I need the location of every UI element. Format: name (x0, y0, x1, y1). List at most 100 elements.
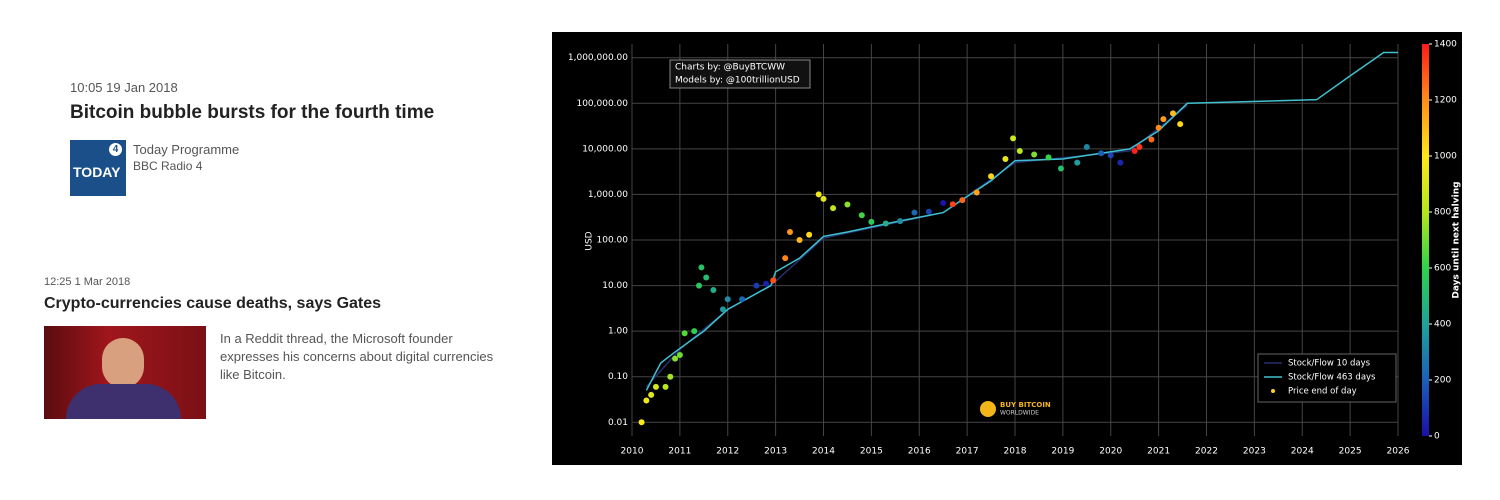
legend-box (1257, 353, 1397, 403)
news-headline[interactable]: Bitcoin bubble bursts for the fourth tim… (70, 102, 435, 123)
x-tick-label: 2013 (764, 447, 787, 457)
price-point (1148, 136, 1155, 143)
price-point (815, 191, 822, 198)
price-point (643, 397, 650, 404)
y-tick-label: 10,000.00 (582, 144, 628, 154)
price-point (667, 373, 674, 380)
price-point (830, 205, 837, 212)
price-point (796, 237, 803, 243)
x-tick-label: 2012 (716, 447, 739, 457)
price-point (786, 228, 793, 235)
x-tick-label: 2016 (908, 447, 931, 457)
sweater (66, 384, 181, 419)
programme-logo: 4 TODAY (70, 140, 126, 196)
x-tick-label: 2021 (1147, 447, 1170, 457)
price-point (988, 173, 995, 180)
price-point (1155, 124, 1162, 131)
price-point (724, 296, 731, 303)
x-tick-label: 2026 (1387, 447, 1410, 457)
price-point (1083, 143, 1090, 150)
y-tick-label: 100,000.00 (576, 99, 628, 109)
news-time: 12:25 1 Mar 2018 (44, 276, 131, 288)
y-tick-label: 10.00 (602, 281, 628, 291)
price-point (703, 274, 710, 281)
y-tick-label: 0.10 (608, 372, 628, 382)
y-tick-label: 100.00 (597, 236, 629, 246)
price-point (696, 282, 703, 289)
news-headline[interactable]: Crypto-currencies cause deaths, says Gat… (44, 295, 382, 312)
legend-label: Price end of day (1288, 387, 1357, 397)
price-point (1169, 110, 1176, 117)
price-point (882, 220, 889, 227)
price-point (770, 277, 777, 284)
colorbar-title: Days until next halving (1452, 181, 1462, 298)
price-point (648, 391, 655, 398)
price-point (1160, 116, 1167, 123)
colorbar (1422, 44, 1429, 436)
price-point (681, 330, 688, 337)
price-point (940, 199, 947, 206)
colorbar-tick-label: 1000 (1434, 152, 1457, 162)
x-tick-label: 2020 (1099, 447, 1122, 457)
x-tick-label: 2023 (1243, 447, 1266, 457)
price-point (739, 296, 746, 303)
x-tick-label: 2017 (956, 447, 979, 457)
x-tick-label: 2015 (860, 447, 883, 457)
x-tick-label: 2019 (1051, 447, 1074, 457)
price-point (1098, 150, 1105, 157)
logo-text: TODAY (73, 164, 121, 180)
annotation-box (669, 59, 811, 89)
price-point (753, 282, 760, 289)
price-point (925, 208, 932, 215)
line (645, 51, 1398, 391)
news-time: 10:05 19 Jan 2018 (70, 80, 178, 95)
x-tick-label: 2018 (1004, 447, 1027, 457)
price-point (1117, 159, 1124, 166)
y-tick-label: 1,000.00 (588, 190, 628, 200)
price-point (897, 218, 904, 225)
colorbar-tick-label: 1400 (1434, 40, 1457, 50)
price-point (1131, 147, 1138, 154)
price-point (973, 189, 980, 196)
price-point (662, 383, 669, 390)
news-image[interactable] (44, 326, 206, 419)
price-point (1010, 135, 1017, 142)
price-point (672, 355, 679, 362)
watermark: WORLDWIDE (1000, 410, 1039, 417)
watermark-logo (980, 401, 996, 417)
y-tick-label: 1.00 (608, 327, 628, 337)
y-tick-label: 1,000,000.00 (568, 53, 628, 63)
chart: Charts by: @BuyBTCWW Models by: @100tril… (552, 32, 1462, 465)
price-point (763, 280, 770, 287)
price-point (858, 212, 865, 219)
price-point (719, 306, 726, 313)
watermark: BUY BITCOIN (1000, 401, 1051, 409)
price-point (676, 351, 683, 358)
x-tick-label: 2011 (668, 447, 691, 457)
price-point (844, 201, 851, 208)
price-point (1045, 154, 1052, 161)
logo-badge: 4 (109, 143, 122, 156)
price-point (1107, 152, 1114, 159)
news-source: Today Programme (133, 142, 240, 157)
colorbar-tick-label: 400 (1434, 320, 1451, 330)
y-tick-label: 0.01 (608, 418, 628, 428)
news-description: In a Reddit thread, the Microsoft founde… (220, 331, 494, 382)
colorbar-tick-label: 1200 (1434, 96, 1457, 106)
price-point (698, 264, 705, 271)
colorbar-tick-label: 0 (1434, 432, 1440, 442)
face (102, 338, 144, 388)
price-point (806, 231, 813, 238)
price-point (782, 255, 789, 262)
price-point (710, 286, 717, 293)
legend-swatch (1271, 389, 1275, 393)
price-point (1177, 121, 1184, 128)
x-tick-label: 2022 (1195, 447, 1218, 457)
x-tick-label: 2010 (621, 447, 644, 457)
price-point (691, 328, 698, 335)
colorbar-tick-label: 800 (1434, 208, 1451, 218)
colorbar-tick-label: 200 (1434, 376, 1451, 386)
x-tick-label: 2014 (812, 447, 835, 457)
price-point (1074, 159, 1081, 166)
